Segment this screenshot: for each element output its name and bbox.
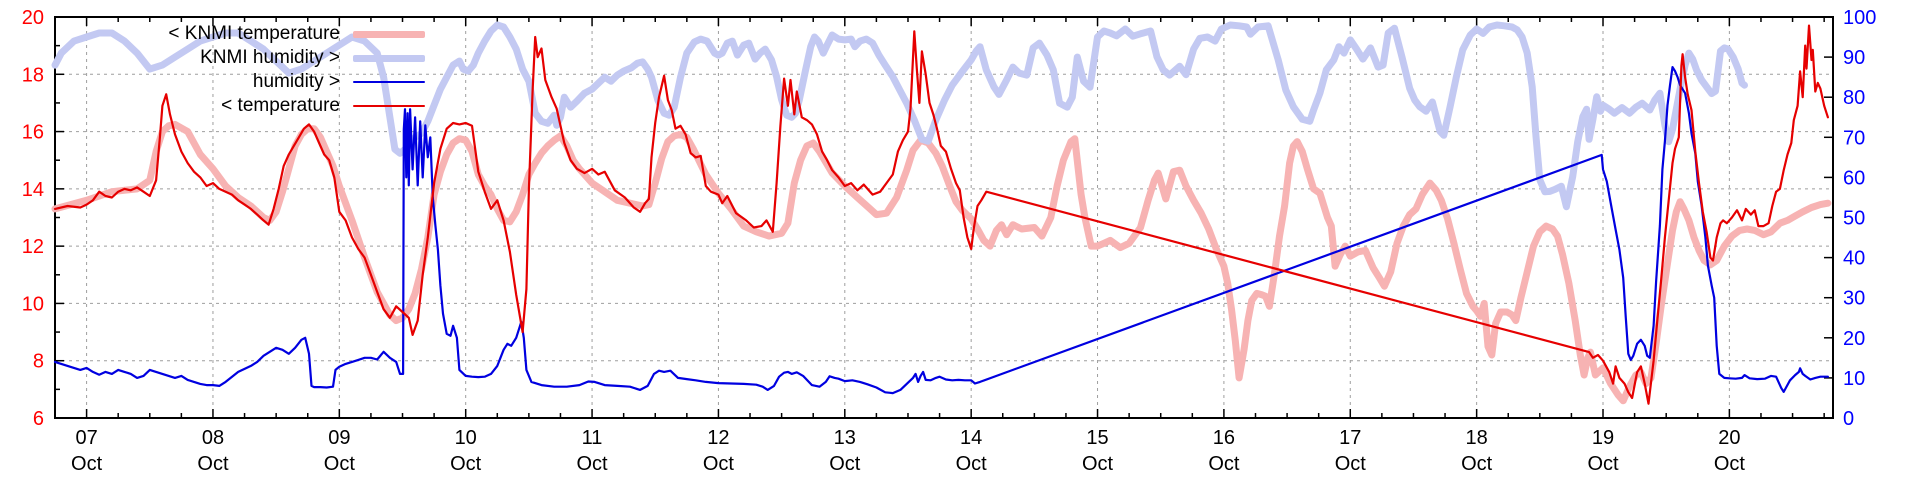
x-tick-label-month: Oct [71,453,103,475]
x-tick-label-day: 09 [328,427,350,449]
y-right-tick-label: 10 [1843,368,1865,390]
x-tick-label-day: 20 [1718,427,1740,449]
series-line-knmi_temperature [51,120,1832,405]
legend-label-humidity: humidity > [252,71,340,92]
x-tick-label-day: 19 [1592,427,1614,449]
y-left-tick-label: 12 [22,236,44,258]
legend-entry: humidity > [0,70,425,94]
y-left-tick-label: 14 [22,179,44,201]
y-right-tick-label: 50 [1843,208,1865,230]
x-tick-label-day: 08 [202,427,224,449]
series-line-humidity [53,65,1830,395]
x-tick-label-month: Oct [703,453,735,475]
y-left-tick-label: 10 [22,293,44,315]
x-tick-label-month: Oct [1335,453,1367,475]
x-tick-label-day: 14 [960,427,982,449]
y-right-tick-label: 70 [1843,127,1865,149]
x-tick-label-month: Oct [1714,453,1746,475]
series-line-knmi_humidity [51,21,1748,211]
x-tick-label-month: Oct [956,453,988,475]
legend-label-temperature: < temperature [221,95,340,116]
y-left-tick-label: 6 [33,408,44,430]
y-right-tick-label: 20 [1843,328,1865,350]
x-tick-label-day: 15 [1086,427,1108,449]
y-right-tick-label: 80 [1843,87,1865,109]
x-tick-label-month: Oct [1587,453,1619,475]
legend-entry: < temperature [0,94,425,118]
x-tick-label-day: 17 [1339,427,1361,449]
x-tick-label-month: Oct [829,453,861,475]
x-tick-label-month: Oct [577,453,609,475]
x-tick-label-day: 13 [834,427,856,449]
y-right-tick-label: 90 [1843,47,1865,69]
y-right-tick-label: 0 [1843,408,1854,430]
legend-label-knmi-humidity: KNMI humidity > [200,47,340,68]
legend-sample-line-knmi-humidity [353,54,425,62]
series-line-temperature [53,24,1830,405]
chart-legend: < KNMI temperature KNMI humidity > humid… [0,22,425,118]
legend-entry: < KNMI temperature [0,22,425,46]
x-tick-label-day: 16 [1213,427,1235,449]
legend-label-knmi-temperature: < KNMI temperature [168,23,340,44]
x-tick-label-day: 18 [1466,427,1488,449]
x-tick-label-day: 12 [707,427,729,449]
x-tick-label-month: Oct [1461,453,1493,475]
x-tick-label-day: 11 [582,427,603,449]
x-tick-label-month: Oct [324,453,356,475]
x-tick-label-month: Oct [1082,453,1114,475]
x-tick-label-month: Oct [1208,453,1240,475]
legend-entry: KNMI humidity > [0,46,425,70]
y-left-tick-label: 8 [33,351,44,373]
y-left-tick-label: 20 [22,7,44,29]
y-right-tick-label: 100 [1843,7,1876,29]
y-right-tick-label: 40 [1843,248,1865,270]
y-left-tick-label: 18 [22,64,44,86]
legend-sample-line-humidity [353,80,425,84]
x-tick-label-month: Oct [450,453,482,475]
y-right-tick-label: 30 [1843,288,1865,310]
y-left-tick-label: 16 [22,122,44,144]
legend-sample-line-temperature [353,104,425,108]
y-right-tick-label: 60 [1843,167,1865,189]
x-tick-label-day: 10 [455,427,477,449]
x-tick-label-month: Oct [197,453,229,475]
legend-sample-line-knmi-temperature [353,30,425,38]
x-tick-label-day: 07 [75,427,97,449]
